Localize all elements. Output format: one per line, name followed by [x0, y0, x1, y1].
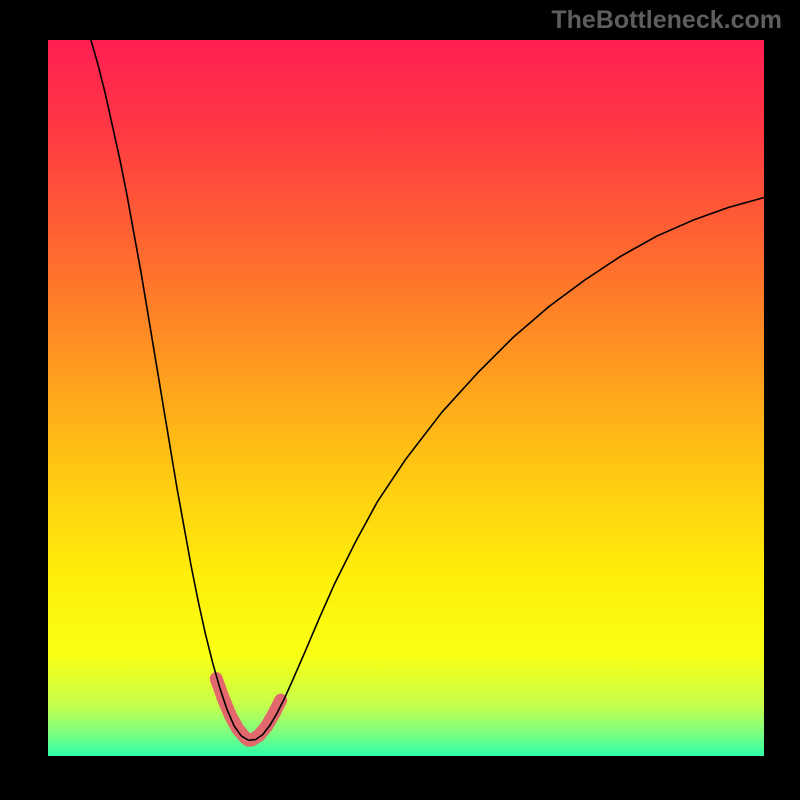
chart-stage: TheBottleneck.com [0, 0, 800, 800]
watermark-text: TheBottleneck.com [551, 6, 782, 35]
bottleneck-chart [48, 40, 764, 756]
plot-background [48, 40, 764, 756]
